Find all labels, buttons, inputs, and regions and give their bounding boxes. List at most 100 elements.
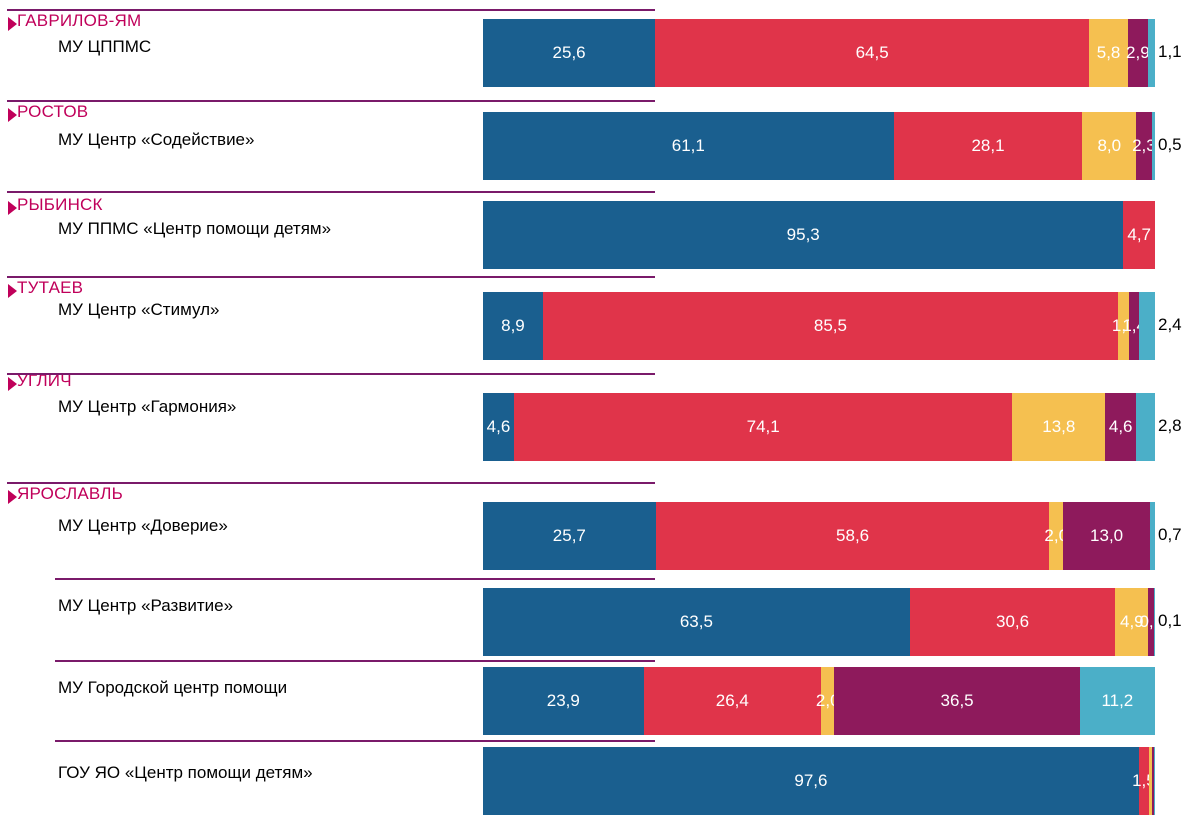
data-label: 30,6	[995, 612, 1030, 631]
city-label: ТУТАЕВ	[17, 278, 84, 297]
bar-segment	[1138, 292, 1155, 360]
bar-segment	[909, 588, 1116, 656]
data-label: 8,9	[501, 316, 525, 335]
data-label: 2,0	[1044, 526, 1069, 545]
bar-segment	[1151, 112, 1155, 180]
bar-segment	[821, 667, 835, 735]
data-label: 4,6	[486, 417, 511, 436]
data-label: 13,0	[1090, 526, 1124, 545]
city-marker-icon	[8, 17, 17, 31]
data-label: 23,9	[546, 691, 580, 710]
bar-segment	[1136, 112, 1152, 180]
stacked-bar: 95,3 4,7	[483, 201, 1155, 269]
row-separator	[7, 276, 655, 278]
bar-segment	[1153, 747, 1155, 815]
data-label: 13,8	[1042, 417, 1076, 436]
city-marker-icon	[8, 284, 17, 298]
stacked-bar: 61,1 28,1 8,0 2,3	[483, 112, 1156, 180]
stacked-bar: 4,6 74,1 13,8 4,6	[483, 393, 1155, 461]
data-label: 25,7	[552, 526, 586, 545]
data-label: 85,5	[813, 316, 847, 335]
bar-segment	[1154, 588, 1155, 656]
data-label: 25,6	[552, 43, 586, 62]
city-label: РОСТОВ	[17, 102, 89, 121]
data-label: 1,4	[1122, 316, 1146, 335]
bar-segment	[1150, 502, 1155, 570]
bar-segment	[1138, 747, 1149, 815]
row-separator	[55, 660, 655, 662]
data-label: 2,4	[1158, 315, 1182, 334]
category-label: МУ Центр «Гармония»	[58, 397, 237, 416]
data-label: 0,5	[1158, 135, 1182, 154]
row-separator	[7, 191, 655, 193]
bar-segment	[1128, 19, 1148, 87]
data-label: 63,5	[679, 612, 713, 631]
row-separator	[55, 740, 655, 742]
data-label: 4,7	[1127, 225, 1152, 244]
bar-segment	[1147, 19, 1155, 87]
data-label: 1,1	[1158, 42, 1182, 61]
bar-segment	[483, 201, 1124, 269]
data-label: 2,8	[1158, 416, 1182, 435]
bar-segment	[1089, 19, 1129, 87]
data-label: 97,6	[794, 771, 828, 790]
city-marker-icon	[8, 490, 17, 504]
category-label: МУ Центр «Доверие»	[58, 516, 228, 535]
data-label: 4,6	[1108, 417, 1133, 436]
row-separator	[7, 9, 655, 11]
bar-segment	[655, 19, 1090, 87]
data-label: 28,1	[971, 136, 1005, 155]
bar-segment	[483, 292, 543, 360]
data-label: 0,1	[1158, 611, 1182, 630]
bar-segment	[1012, 393, 1106, 461]
bar-segment	[483, 19, 656, 87]
bar-segment	[483, 588, 910, 656]
data-label: 4,9	[1119, 612, 1144, 631]
bar-segment	[483, 112, 894, 180]
data-label: 11,2	[1101, 691, 1134, 710]
row-separator	[7, 482, 655, 484]
city-marker-icon	[8, 377, 17, 391]
bar-segment	[483, 393, 514, 461]
data-label: 2,9	[1126, 43, 1150, 62]
bar-segment	[1148, 588, 1155, 656]
row-separator	[7, 100, 655, 102]
bar-segment	[1062, 502, 1151, 570]
bar-segment	[1129, 292, 1139, 360]
data-label: 5,8	[1096, 43, 1121, 62]
bar-segment	[1049, 502, 1063, 570]
bar-segment	[1082, 112, 1137, 180]
bar-segment	[655, 502, 1050, 570]
bar-segment	[483, 667, 644, 735]
category-label: МУ Центр «Стимул»	[58, 300, 220, 319]
bar-segment	[893, 112, 1083, 180]
stacked-bar: 25,6 64,5 5,8 2,9	[483, 19, 1155, 87]
city-label: УГЛИЧ	[17, 371, 72, 390]
bar-segment	[1136, 393, 1155, 461]
data-label: 2,3	[1132, 136, 1156, 155]
data-label: 74,1	[746, 417, 780, 436]
city-marker-icon	[8, 108, 17, 122]
data-label: 2,0	[815, 691, 840, 710]
city-label: ЯРОСЛАВЛЬ	[17, 484, 123, 503]
data-label: 0,7	[1158, 525, 1182, 544]
bar-segment	[834, 667, 1080, 735]
city-marker-icon	[8, 201, 17, 215]
data-label: 58,6	[836, 526, 870, 545]
stacked-bar: 97,6 1,5	[483, 747, 1156, 815]
bar-segment	[513, 393, 1013, 461]
bar-segment	[1079, 667, 1155, 735]
bar-segment	[1105, 393, 1137, 461]
city-label: РЫБИНСК	[17, 195, 103, 214]
data-label: 26,4	[715, 691, 749, 710]
city-label: ГАВРИЛОВ-ЯМ	[17, 11, 142, 30]
bar-segment	[1123, 201, 1155, 269]
data-label: 8,0	[1097, 136, 1122, 155]
bar-segment	[483, 502, 656, 570]
bar-segment	[483, 747, 1139, 815]
category-label: МУ ППМС «Центр помощи детям»	[58, 219, 332, 238]
bar-segment	[542, 292, 1118, 360]
row-separator	[55, 578, 655, 580]
bar-segment	[1148, 747, 1153, 815]
bar-segment	[1115, 588, 1149, 656]
